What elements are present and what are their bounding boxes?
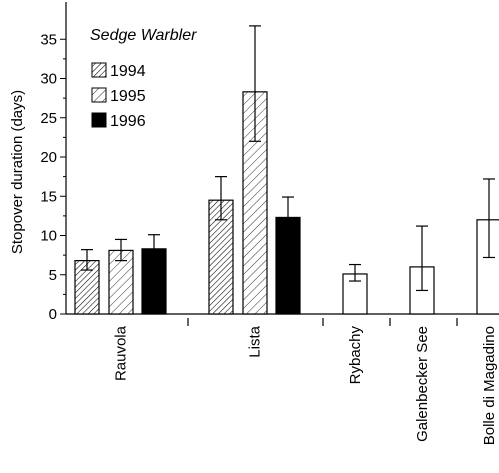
bars [74, 25, 499, 315]
x-tick-label: Lista [247, 325, 264, 357]
y-tick-label: 35 [40, 31, 57, 48]
y-axis-label: Stopover duration (days) [9, 90, 26, 254]
y-tick-label: 0 [49, 306, 57, 323]
chart-title: Sedge Warbler [90, 27, 197, 44]
legend-label: 1994 [110, 63, 146, 80]
y-tick-label: 10 [40, 228, 57, 245]
x-tick-label: Rybachy [347, 326, 364, 385]
y-tick-label: 5 [49, 267, 57, 284]
y-tick-label: 15 [40, 188, 57, 205]
x-tick-label: Bolle di Magadino [481, 326, 498, 445]
y-tick-label: 20 [40, 149, 57, 166]
y-tick-label: 30 [40, 71, 57, 88]
legend-swatch [91, 62, 107, 78]
bar [476, 219, 499, 315]
x-tick-label: Galenbecker See [414, 326, 431, 442]
legend-swatch [91, 112, 107, 128]
legend-swatch [91, 87, 107, 103]
legend-label: 1995 [110, 88, 146, 105]
axes: 0 5 10 15 20 25 30 35 [40, 2, 499, 326]
legend-label: 1996 [110, 113, 146, 130]
x-tick-labels: Rauvola Lista Rybachy Galenbecker See Bolle … [113, 325, 499, 445]
y-tick-label: 25 [40, 110, 57, 127]
x-tick-label: Rauvola [113, 325, 130, 381]
legend: 1994 1995 1996 [91, 62, 146, 130]
